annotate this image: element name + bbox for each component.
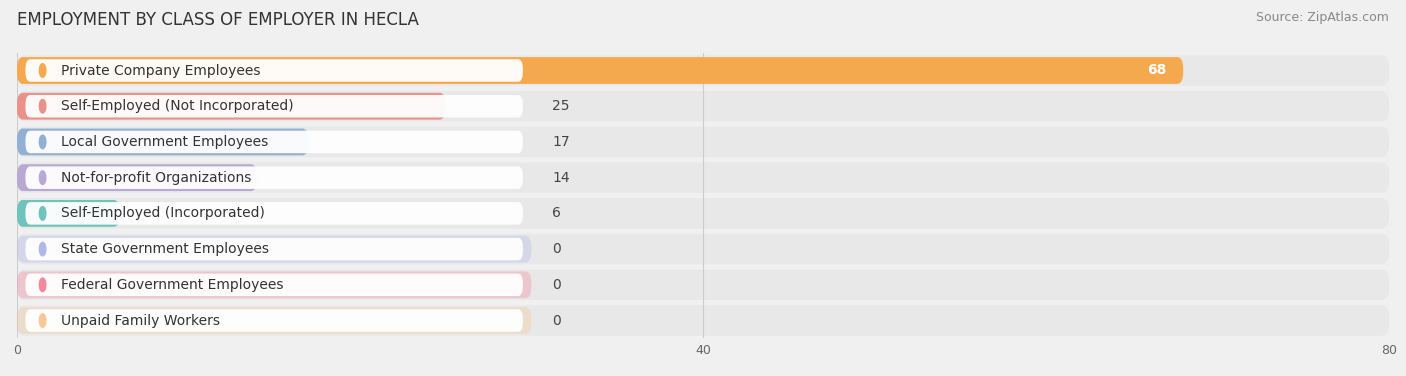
Circle shape [39,314,46,327]
FancyBboxPatch shape [17,305,1389,336]
FancyBboxPatch shape [25,131,523,153]
FancyBboxPatch shape [25,59,523,82]
Text: Private Company Employees: Private Company Employees [62,64,262,77]
FancyBboxPatch shape [17,164,257,191]
Text: 14: 14 [553,171,569,185]
Text: State Government Employees: State Government Employees [62,242,270,256]
Text: Not-for-profit Organizations: Not-for-profit Organizations [62,171,252,185]
Text: 6: 6 [553,206,561,220]
FancyBboxPatch shape [17,129,308,155]
FancyBboxPatch shape [25,274,523,296]
FancyBboxPatch shape [17,200,120,227]
Circle shape [39,278,46,292]
FancyBboxPatch shape [17,234,1389,264]
FancyBboxPatch shape [17,127,1389,157]
Circle shape [39,135,46,149]
FancyBboxPatch shape [17,91,1389,121]
Circle shape [39,242,46,256]
Text: Self-Employed (Incorporated): Self-Employed (Incorporated) [62,206,266,220]
Text: 0: 0 [553,278,561,292]
FancyBboxPatch shape [25,167,523,189]
Text: 0: 0 [553,314,561,327]
Text: 0: 0 [553,242,561,256]
FancyBboxPatch shape [17,162,1389,193]
FancyBboxPatch shape [25,202,523,224]
FancyBboxPatch shape [17,307,531,334]
Circle shape [39,99,46,113]
FancyBboxPatch shape [17,270,1389,300]
Text: Self-Employed (Not Incorporated): Self-Employed (Not Incorporated) [62,99,294,113]
Text: EMPLOYMENT BY CLASS OF EMPLOYER IN HECLA: EMPLOYMENT BY CLASS OF EMPLOYER IN HECLA [17,11,419,29]
FancyBboxPatch shape [17,55,1389,86]
FancyBboxPatch shape [25,309,523,332]
Circle shape [39,206,46,220]
FancyBboxPatch shape [25,95,523,117]
Text: Unpaid Family Workers: Unpaid Family Workers [62,314,221,327]
Text: Federal Government Employees: Federal Government Employees [62,278,284,292]
FancyBboxPatch shape [25,238,523,260]
Text: 68: 68 [1147,64,1166,77]
FancyBboxPatch shape [17,271,531,298]
Text: 25: 25 [553,99,569,113]
Text: 17: 17 [553,135,569,149]
Circle shape [39,64,46,77]
FancyBboxPatch shape [17,198,1389,229]
FancyBboxPatch shape [17,236,531,262]
FancyBboxPatch shape [17,93,446,120]
Text: Source: ZipAtlas.com: Source: ZipAtlas.com [1256,11,1389,24]
Text: Local Government Employees: Local Government Employees [62,135,269,149]
FancyBboxPatch shape [17,57,1184,84]
Circle shape [39,171,46,185]
